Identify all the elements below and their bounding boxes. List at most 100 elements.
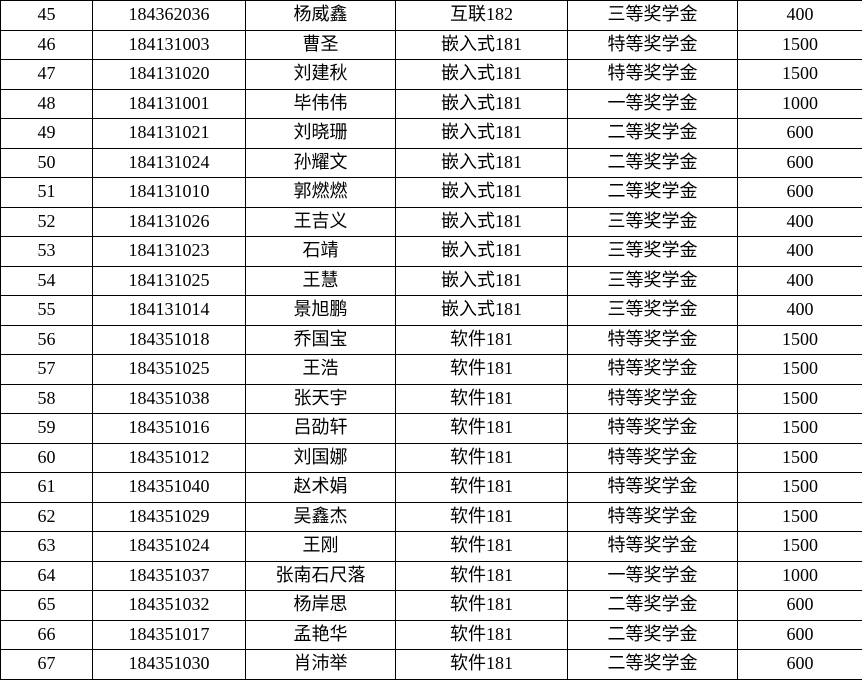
student-id: 184362036 — [92, 0, 246, 31]
class-name: 软件181 — [395, 619, 568, 650]
student-id: 184131026 — [92, 206, 246, 237]
class-name: 软件181 — [395, 649, 568, 680]
student-name: 张南石尺落 — [245, 560, 396, 591]
award-amount: 600 — [737, 118, 862, 149]
student-name: 吴鑫杰 — [245, 501, 396, 532]
class-name: 嵌入式181 — [395, 59, 568, 90]
student-id: 184131021 — [92, 118, 246, 149]
table-row: 66 184351017 孟艳华 软件181 二等奖学金 600 — [0, 619, 862, 650]
student-id: 184131003 — [92, 29, 246, 60]
student-id: 184351016 — [92, 413, 246, 444]
award-level: 特等奖学金 — [567, 501, 738, 532]
table-row: 60 184351012 刘国娜 软件181 特等奖学金 1500 — [0, 442, 862, 473]
table-row: 56 184351018 乔国宝 软件181 特等奖学金 1500 — [0, 324, 862, 355]
class-name: 嵌入式181 — [395, 236, 568, 267]
class-name: 嵌入式181 — [395, 295, 568, 326]
student-name: 曹圣 — [245, 29, 396, 60]
award-level: 特等奖学金 — [567, 324, 738, 355]
row-number: 45 — [0, 0, 93, 31]
award-amount: 400 — [737, 206, 862, 237]
table-row: 47 184131020 刘建秋 嵌入式181 特等奖学金 1500 — [0, 59, 862, 90]
award-level: 二等奖学金 — [567, 649, 738, 680]
award-amount: 1500 — [737, 413, 862, 444]
class-name: 软件181 — [395, 383, 568, 414]
award-level: 二等奖学金 — [567, 590, 738, 621]
class-name: 嵌入式181 — [395, 88, 568, 119]
table-row: 65 184351032 杨岸思 软件181 二等奖学金 600 — [0, 590, 862, 621]
award-amount: 600 — [737, 177, 862, 208]
student-id: 184351025 — [92, 354, 246, 385]
row-number: 48 — [0, 88, 93, 119]
class-name: 嵌入式181 — [395, 118, 568, 149]
class-name: 嵌入式181 — [395, 265, 568, 296]
student-name: 杨岸思 — [245, 590, 396, 621]
class-name: 嵌入式181 — [395, 29, 568, 60]
award-level: 特等奖学金 — [567, 442, 738, 473]
student-name: 杨威鑫 — [245, 0, 396, 31]
award-level: 特等奖学金 — [567, 413, 738, 444]
student-name: 刘晓珊 — [245, 118, 396, 149]
row-number: 53 — [0, 236, 93, 267]
table-row: 52 184131026 王吉义 嵌入式181 三等奖学金 400 — [0, 206, 862, 237]
class-name: 互联182 — [395, 0, 568, 31]
row-number: 66 — [0, 619, 93, 650]
award-level: 三等奖学金 — [567, 265, 738, 296]
student-id: 184131023 — [92, 236, 246, 267]
table-row: 67 184351030 肖沛举 软件181 二等奖学金 600 — [0, 649, 862, 680]
award-level: 三等奖学金 — [567, 0, 738, 31]
row-number: 63 — [0, 531, 93, 562]
award-level: 特等奖学金 — [567, 383, 738, 414]
student-name: 王吉义 — [245, 206, 396, 237]
row-number: 54 — [0, 265, 93, 296]
class-name: 软件181 — [395, 472, 568, 503]
table-row: 59 184351016 吕劭轩 软件181 特等奖学金 1500 — [0, 413, 862, 444]
student-name: 刘国娜 — [245, 442, 396, 473]
award-amount: 400 — [737, 265, 862, 296]
award-level: 特等奖学金 — [567, 354, 738, 385]
student-id: 184131020 — [92, 59, 246, 90]
class-name: 嵌入式181 — [395, 147, 568, 178]
class-name: 软件181 — [395, 531, 568, 562]
table-row: 63 184351024 王刚 软件181 特等奖学金 1500 — [0, 531, 862, 562]
table-row: 54 184131025 王慧 嵌入式181 三等奖学金 400 — [0, 265, 862, 296]
award-amount: 600 — [737, 590, 862, 621]
class-name: 软件181 — [395, 442, 568, 473]
student-name: 景旭鹏 — [245, 295, 396, 326]
row-number: 49 — [0, 118, 93, 149]
student-name: 孙耀文 — [245, 147, 396, 178]
award-amount: 600 — [737, 619, 862, 650]
student-name: 刘建秋 — [245, 59, 396, 90]
award-level: 二等奖学金 — [567, 619, 738, 650]
award-amount: 1500 — [737, 324, 862, 355]
student-name: 肖沛举 — [245, 649, 396, 680]
table-row: 58 184351038 张天宇 软件181 特等奖学金 1500 — [0, 383, 862, 414]
class-name: 软件181 — [395, 501, 568, 532]
student-name: 吕劭轩 — [245, 413, 396, 444]
student-id: 184351017 — [92, 619, 246, 650]
student-id: 184351024 — [92, 531, 246, 562]
award-amount: 1500 — [737, 383, 862, 414]
student-name: 石靖 — [245, 236, 396, 267]
award-amount: 600 — [737, 649, 862, 680]
student-name: 孟艳华 — [245, 619, 396, 650]
row-number: 60 — [0, 442, 93, 473]
student-id: 184131024 — [92, 147, 246, 178]
class-name: 软件181 — [395, 590, 568, 621]
row-number: 61 — [0, 472, 93, 503]
award-amount: 1500 — [737, 442, 862, 473]
row-number: 52 — [0, 206, 93, 237]
row-number: 58 — [0, 383, 93, 414]
student-id: 184351029 — [92, 501, 246, 532]
row-number: 55 — [0, 295, 93, 326]
award-level: 三等奖学金 — [567, 295, 738, 326]
table-row: 61 184351040 赵术娟 软件181 特等奖学金 1500 — [0, 472, 862, 503]
award-level: 三等奖学金 — [567, 236, 738, 267]
award-amount: 600 — [737, 147, 862, 178]
award-level: 二等奖学金 — [567, 177, 738, 208]
table-row: 57 184351025 王浩 软件181 特等奖学金 1500 — [0, 354, 862, 385]
row-number: 51 — [0, 177, 93, 208]
award-level: 特等奖学金 — [567, 472, 738, 503]
award-amount: 1500 — [737, 472, 862, 503]
award-amount: 400 — [737, 295, 862, 326]
